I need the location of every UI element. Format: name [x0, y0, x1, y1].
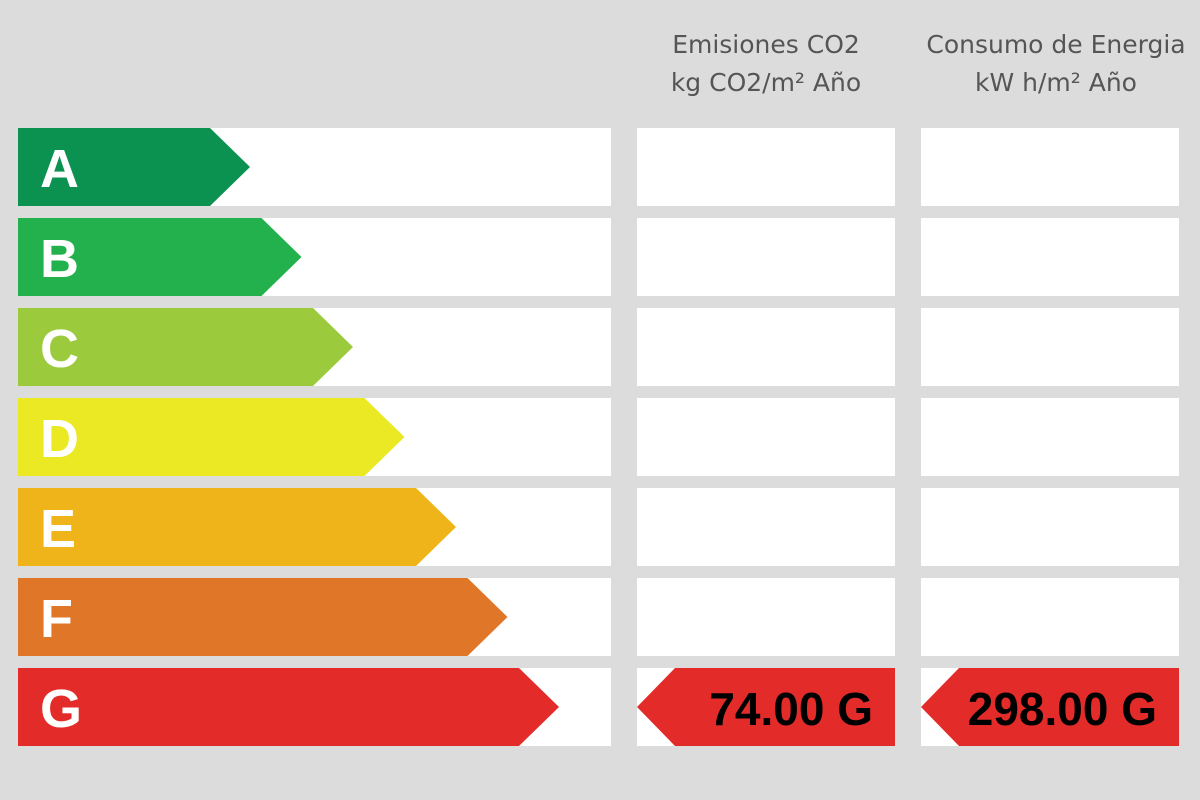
- co2-header-unit: kg CO2/m² Año: [670, 68, 862, 97]
- co2-cell-d: [637, 398, 895, 476]
- rating-row-c: C: [18, 308, 611, 386]
- energy-cell-d: [921, 398, 1179, 476]
- co2-cell-b: [637, 218, 895, 296]
- rating-letter: A: [40, 139, 79, 199]
- co2-header-title: Emisiones CO2: [672, 30, 860, 59]
- rating-arrow: [18, 668, 559, 746]
- co2-cell-f: [637, 578, 895, 656]
- energy-cell-g: 298.00 G: [921, 668, 1179, 746]
- rating-letter: E: [40, 499, 77, 559]
- rating-letter: F: [40, 589, 73, 649]
- rating-row-a: A: [18, 128, 611, 206]
- energy-header-unit: kW h/m² Año: [975, 68, 1137, 97]
- rating-arrow: [18, 398, 405, 476]
- rating-arrow: [18, 308, 353, 386]
- co2-indicator-arrow: [637, 668, 895, 746]
- energy-cell-e: [921, 488, 1179, 566]
- energy-cell-a: [921, 128, 1179, 206]
- rating-row-b: B: [18, 218, 611, 296]
- rating-letter: D: [40, 409, 79, 469]
- co2-cell-g: 74.00 G: [637, 668, 895, 746]
- rating-row-d: D: [18, 398, 611, 476]
- rating-letter: C: [40, 319, 79, 379]
- rating-arrow: [18, 578, 508, 656]
- rating-row-e: E: [18, 488, 611, 566]
- energy-header-title: Consumo de Energia: [926, 30, 1186, 59]
- co2-cell-e: [637, 488, 895, 566]
- co2-indicator: 74.00 G: [637, 668, 895, 746]
- energy-header: Consumo de Energia kW h/m² Año: [906, 26, 1200, 102]
- energy-indicator: 298.00 G: [921, 668, 1179, 746]
- energy-cell-f: [921, 578, 1179, 656]
- co2-cell-c: [637, 308, 895, 386]
- energy-value: 298.00 G: [967, 683, 1157, 735]
- rating-letter: G: [40, 679, 83, 739]
- energy-cell-b: [921, 218, 1179, 296]
- rating-letter: B: [40, 229, 79, 289]
- rating-arrow: [18, 488, 456, 566]
- co2-value: 74.00 G: [709, 683, 873, 735]
- energy-cell-c: [921, 308, 1179, 386]
- rating-arrow: [18, 128, 250, 206]
- co2-header: Emisiones CO2 kg CO2/m² Año: [616, 26, 916, 102]
- rating-row-g: G: [18, 668, 611, 746]
- co2-cell-a: [637, 128, 895, 206]
- rating-arrow: [18, 218, 302, 296]
- rating-row-f: F: [18, 578, 611, 656]
- energy-indicator-arrow: [921, 668, 1179, 746]
